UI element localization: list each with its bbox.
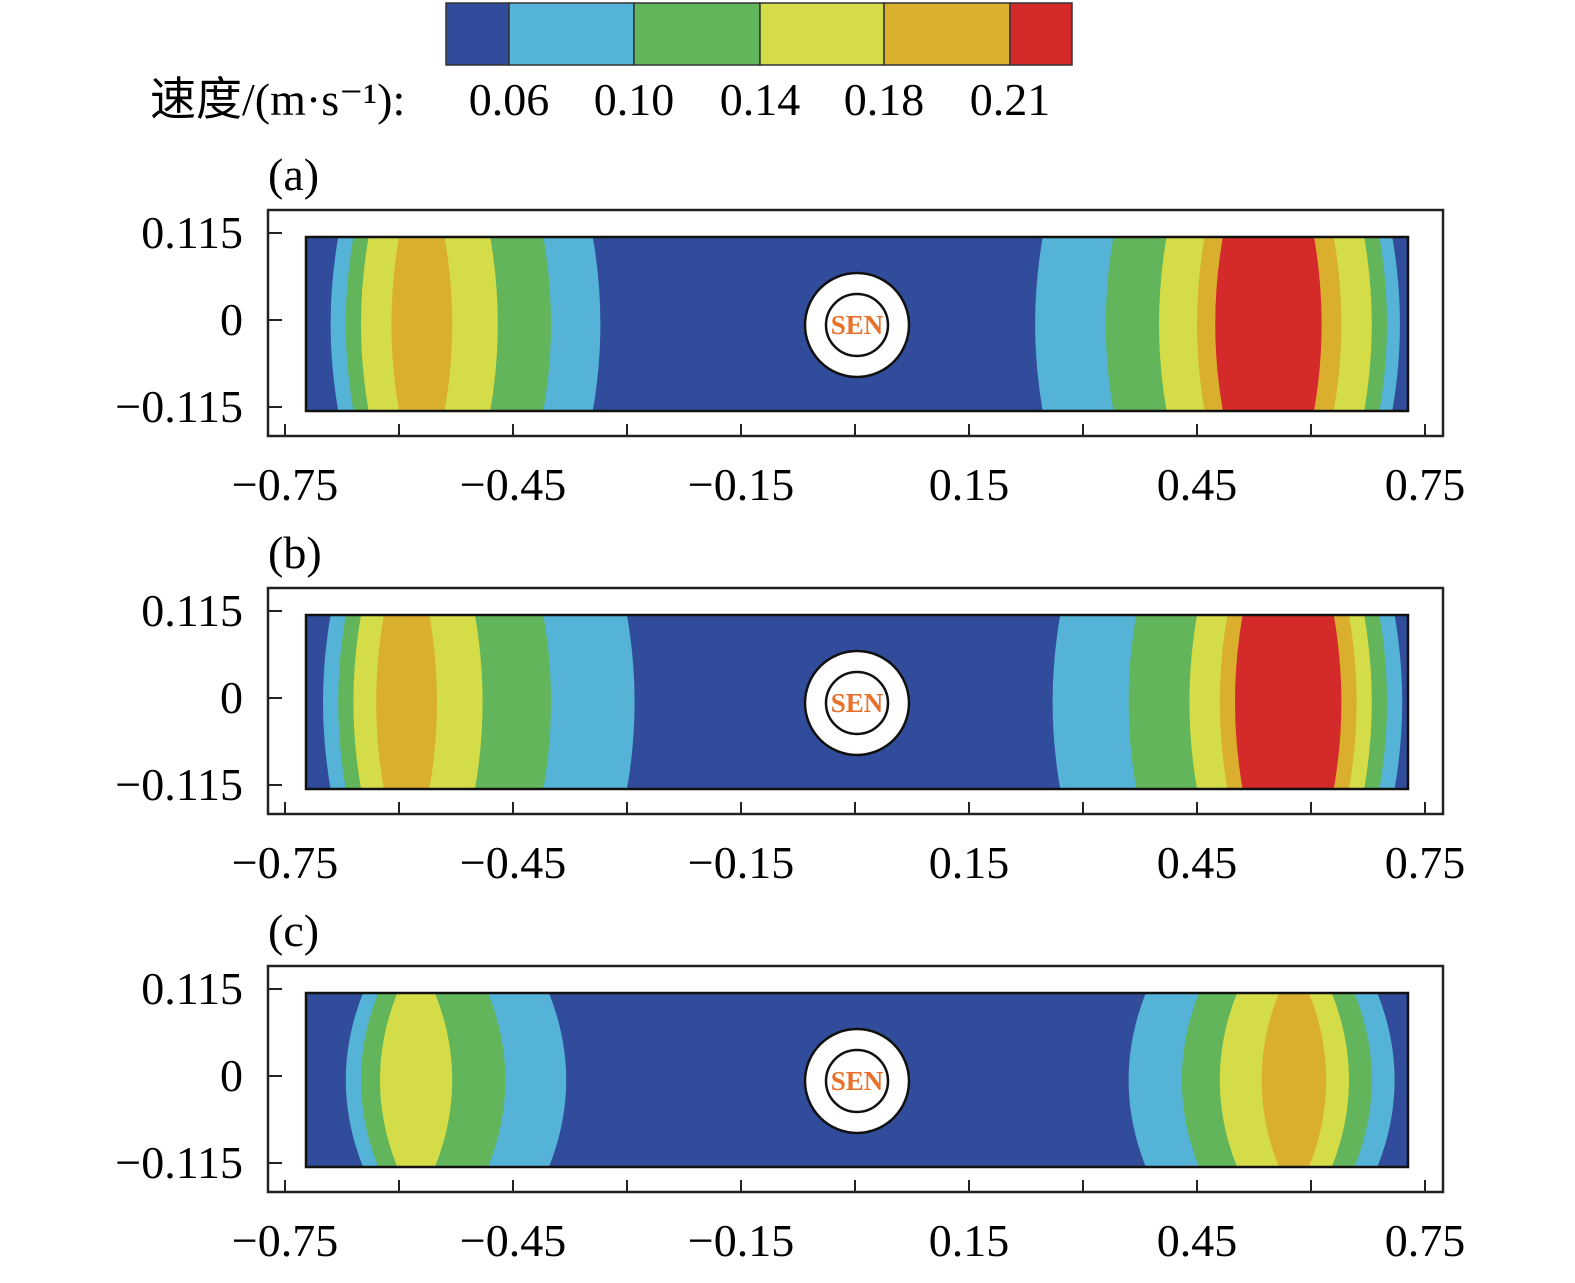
contour-band-level-4 (376, 615, 437, 789)
x-tick-label: −0.75 (232, 1215, 338, 1266)
sensor-inner-circle (824, 292, 890, 358)
colorbar-swatch (445, 2, 510, 66)
y-tick-label: −0.115 (115, 1137, 243, 1188)
colorbar-swatch (883, 2, 1011, 66)
x-tick-label: 0.75 (1385, 837, 1466, 888)
x-tick-label: 0.15 (929, 837, 1010, 888)
y-tick-label: −0.115 (115, 759, 243, 810)
panel-label: (a) (268, 149, 319, 200)
panel-c: (c) SEN −0.75 −0.45 −0.15 0.15 0.45 0.75 0.115 0 −… (115, 905, 1465, 1266)
sensor-label: SEN (831, 1066, 884, 1096)
x-tick-label: 0.75 (1385, 1215, 1466, 1266)
pipe-outline (304, 613, 1410, 791)
x-tick-label: −0.45 (460, 459, 566, 510)
x-tick-label: 0.45 (1157, 837, 1238, 888)
contour-band-level-4 (1261, 993, 1327, 1167)
colorbar-swatch (1009, 2, 1073, 66)
contour-bands (330, 237, 1400, 411)
x-tick-label: −0.45 (460, 1215, 566, 1266)
x-tick-label: −0.15 (688, 1215, 794, 1266)
panels: (a) SEN −0.75 −0.45 −0.15 0.15 0.45 0.75 0.115 0 −… (115, 149, 1465, 1266)
colorbar-swatch (759, 2, 885, 66)
contour-band-level-4 (391, 237, 453, 411)
sensor-label: SEN (831, 310, 884, 340)
y-tick-label: 0.115 (141, 585, 243, 636)
x-tick-label: −0.75 (232, 459, 338, 510)
sensor-outer-circle (803, 1027, 911, 1135)
colorbar-swatch (508, 2, 635, 66)
panel-label: (c) (268, 905, 319, 956)
sensor-label: SEN (831, 688, 884, 718)
x-tick-label: 0.15 (929, 1215, 1010, 1266)
panel-label: (b) (268, 527, 322, 578)
contour-bands (345, 993, 1395, 1167)
sensor-outer-circle (803, 271, 911, 379)
x-tick-label: 0.45 (1157, 1215, 1238, 1266)
sensor-inner-circle (824, 670, 890, 736)
contour-band-level-5 (1235, 615, 1342, 789)
x-tick-label: 0.15 (929, 459, 1010, 510)
y-tick-label: 0.115 (141, 207, 243, 258)
x-tick-label: 0.45 (1157, 459, 1238, 510)
contour-band-level-3 (380, 993, 453, 1167)
colorbar-tick-label: 0.14 (720, 74, 801, 125)
y-tick-label: −0.115 (115, 381, 243, 432)
y-tick-label: 0 (220, 672, 243, 723)
sensor-outer-circle (803, 649, 911, 757)
x-tick-label: −0.15 (688, 459, 794, 510)
y-tick-label: 0 (220, 1050, 243, 1101)
x-tick-label: 0.75 (1385, 459, 1466, 510)
x-tick-label: −0.45 (460, 837, 566, 888)
x-tick-label: −0.15 (688, 837, 794, 888)
panel-b: (b) SEN −0.75 −0.45 −0.15 0.15 0.45 0.75 0.115 0 −… (115, 527, 1465, 888)
y-tick-label: 0 (220, 294, 243, 345)
pipe-outline (304, 235, 1410, 413)
sensor-inner-circle (824, 1048, 890, 1114)
colorbar-ticks: 0.06 0.10 0.14 0.18 0.21 (469, 74, 1051, 125)
colorbar-tick-label: 0.18 (844, 74, 925, 125)
colorbar-tick-label: 0.06 (469, 74, 550, 125)
pipe-outline (304, 991, 1410, 1169)
panel-a: (a) SEN −0.75 −0.45 −0.15 0.15 0.45 0.75 0.115 0 −… (115, 149, 1465, 510)
colorbar-label: 速度/(m·s⁻¹): (150, 74, 405, 125)
contour-bands (323, 615, 1403, 789)
colorbar-swatch (633, 2, 761, 66)
colorbar (445, 2, 1073, 66)
colorbar-tick-label: 0.10 (594, 74, 675, 125)
y-tick-label: 0.115 (141, 963, 243, 1014)
colorbar-tick-label: 0.21 (970, 74, 1051, 125)
x-tick-label: −0.75 (232, 837, 338, 888)
contour-band-level-5 (1215, 237, 1322, 411)
